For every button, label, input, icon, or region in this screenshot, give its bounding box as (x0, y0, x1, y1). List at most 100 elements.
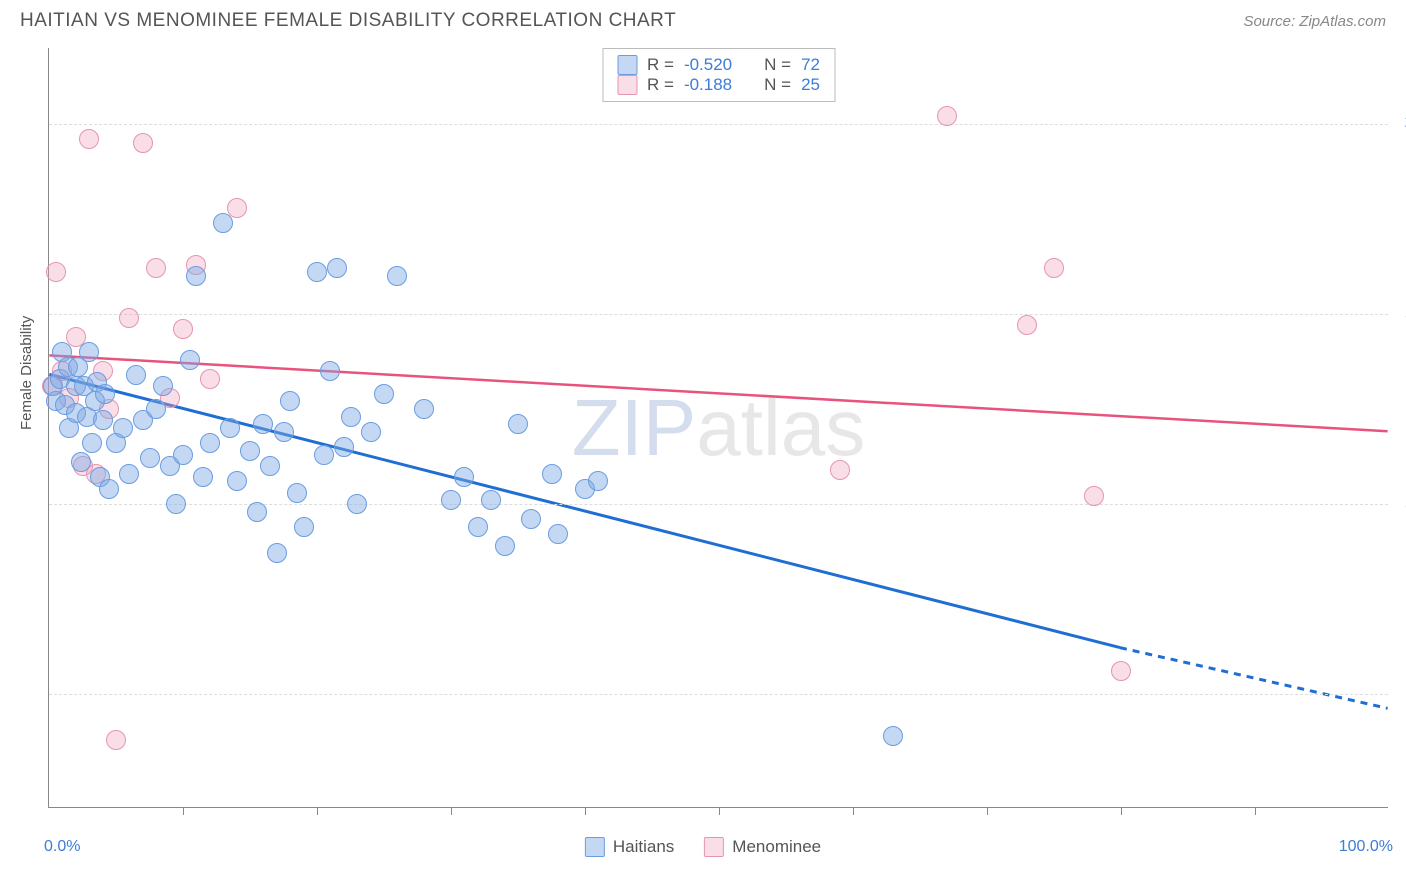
x-tick (183, 807, 184, 815)
legend-n-label: N = (764, 55, 791, 75)
x-tick (451, 807, 452, 815)
data-point (95, 384, 115, 404)
x-tick-label: 0.0% (44, 838, 80, 856)
data-point (361, 422, 381, 442)
data-point (79, 342, 99, 362)
data-point (521, 509, 541, 529)
data-point (334, 437, 354, 457)
data-point (548, 524, 568, 544)
data-point (260, 456, 280, 476)
legend-series: Haitians Menominee (585, 836, 821, 858)
legend-label: Menominee (732, 837, 821, 857)
data-point (341, 407, 361, 427)
data-point (314, 445, 334, 465)
gridline (49, 314, 1388, 315)
data-point (468, 517, 488, 537)
legend-row: R = -0.188 N = 25 (617, 75, 820, 95)
legend-r-label: R = (647, 75, 674, 95)
data-point (1017, 315, 1037, 335)
data-point (186, 266, 206, 286)
legend-swatch (585, 837, 605, 857)
data-point (227, 471, 247, 491)
legend-r-value: -0.188 (684, 75, 732, 95)
gridline (49, 694, 1388, 695)
legend-item: Haitians (585, 836, 674, 858)
legend-label: Haitians (613, 837, 674, 857)
data-point (82, 433, 102, 453)
data-point (320, 361, 340, 381)
data-point (173, 445, 193, 465)
data-point (99, 479, 119, 499)
x-tick (317, 807, 318, 815)
data-point (180, 350, 200, 370)
x-tick (585, 807, 586, 815)
legend-n-label: N = (764, 75, 791, 95)
data-point (307, 262, 327, 282)
data-point (173, 319, 193, 339)
legend-n-value: 25 (801, 75, 820, 95)
chart-title: HAITIAN VS MENOMINEE FEMALE DISABILITY C… (20, 10, 676, 32)
data-point (119, 308, 139, 328)
legend-n-value: 72 (801, 55, 820, 75)
data-point (140, 448, 160, 468)
data-point (414, 399, 434, 419)
data-point (166, 494, 186, 514)
data-point (146, 399, 166, 419)
data-point (294, 517, 314, 537)
data-point (253, 414, 273, 434)
data-point (387, 266, 407, 286)
data-point (79, 129, 99, 149)
data-point (883, 726, 903, 746)
data-point (937, 106, 957, 126)
x-tick (719, 807, 720, 815)
data-point (119, 464, 139, 484)
data-point (1084, 486, 1104, 506)
data-point (274, 422, 294, 442)
data-point (71, 452, 91, 472)
data-point (441, 490, 461, 510)
data-point (481, 490, 501, 510)
data-point (113, 418, 133, 438)
legend-correlation: R = -0.520 N = 72R = -0.188 N = 25 (602, 48, 835, 102)
data-point (495, 536, 515, 556)
data-point (1111, 661, 1131, 681)
data-point (267, 543, 287, 563)
data-point (93, 410, 113, 430)
legend-swatch (617, 55, 637, 75)
data-point (46, 262, 66, 282)
chart-source: Source: ZipAtlas.com (1243, 13, 1386, 30)
data-point (200, 433, 220, 453)
chart-header: HAITIAN VS MENOMINEE FEMALE DISABILITY C… (0, 0, 1406, 32)
data-point (327, 258, 347, 278)
x-tick-label: 100.0% (1339, 838, 1393, 856)
data-point (193, 467, 213, 487)
data-point (542, 464, 562, 484)
data-point (830, 460, 850, 480)
x-tick (987, 807, 988, 815)
legend-swatch (617, 75, 637, 95)
data-point (588, 471, 608, 491)
x-tick (1121, 807, 1122, 815)
data-point (153, 376, 173, 396)
legend-swatch (704, 837, 724, 857)
data-point (247, 502, 267, 522)
watermark: ZIPatlas (572, 382, 865, 474)
data-point (133, 133, 153, 153)
legend-r-value: -0.520 (684, 55, 732, 75)
y-axis-label: Female Disability (18, 316, 35, 430)
data-point (106, 730, 126, 750)
x-tick (853, 807, 854, 815)
data-point (280, 391, 300, 411)
gridline (49, 124, 1388, 125)
data-point (374, 384, 394, 404)
data-point (287, 483, 307, 503)
data-point (213, 213, 233, 233)
data-point (347, 494, 367, 514)
data-point (146, 258, 166, 278)
chart-plot-area: ZIPatlas R =-0.520N =72R =-0.188N =25 5.… (48, 48, 1388, 808)
data-point (240, 441, 260, 461)
data-point (454, 467, 474, 487)
data-point (1044, 258, 1064, 278)
legend-item: Menominee (704, 836, 821, 858)
data-point (126, 365, 146, 385)
